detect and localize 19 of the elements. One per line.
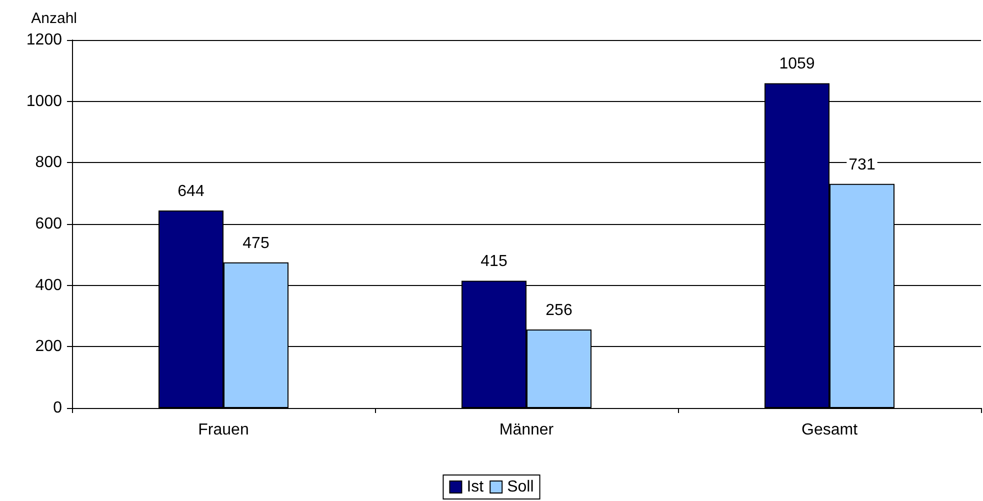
x-tick-label: Männer	[499, 422, 554, 438]
x-tick-label: Gesamt	[801, 422, 858, 438]
y-axis-title: Anzahl	[31, 10, 77, 27]
data-label: 475	[242, 234, 270, 252]
legend-label: Soll	[507, 478, 534, 496]
y-tick-label: 1000	[26, 92, 62, 110]
y-tick-label: 1200	[26, 32, 62, 48]
y-tick-label: 0	[53, 400, 62, 416]
legend-label: Ist	[466, 478, 484, 496]
data-label: 1059	[779, 56, 815, 73]
x-tick-label: Frauen	[198, 422, 249, 438]
y-tick-label: 400	[35, 276, 62, 294]
y-tick-label: 600	[35, 216, 62, 232]
y-tick-label: 800	[35, 154, 62, 172]
data-label: 415	[480, 253, 508, 270]
y-tick-label: 200	[35, 338, 62, 356]
data-label: 644	[178, 183, 204, 200]
data-label: 731	[848, 156, 876, 174]
data-label: 256	[546, 302, 572, 319]
